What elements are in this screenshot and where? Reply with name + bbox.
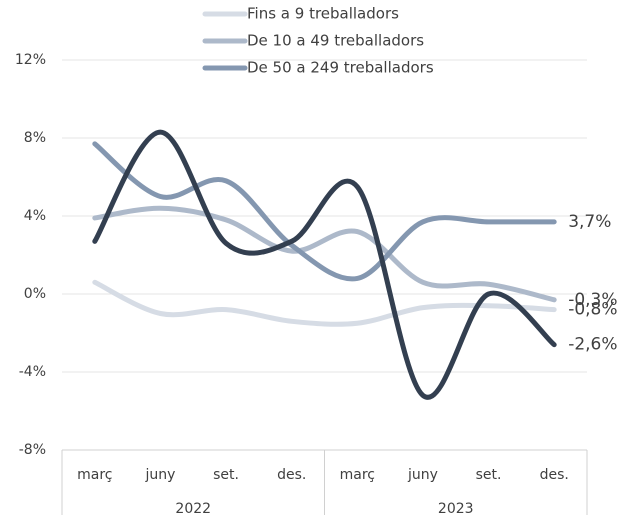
x-tick-label: març (77, 467, 112, 483)
x-tick-label: des. (540, 467, 569, 483)
y-tick-label: -4% (19, 364, 46, 380)
x-tick-label: set. (476, 467, 502, 483)
x-tick-label: set. (213, 467, 239, 483)
value-label: -0,8% (568, 300, 617, 320)
y-tick-label: 4% (24, 208, 46, 224)
series-line (92, 141, 557, 282)
y-tick-label: 12% (15, 52, 46, 68)
group-label: 2022 (175, 501, 211, 515)
x-tick-label: juny (407, 467, 438, 483)
group-label: 2023 (438, 501, 474, 515)
x-tick-label: des. (277, 467, 306, 483)
y-tick-label: 0% (24, 286, 46, 302)
value-label: -2,6% (568, 335, 617, 355)
series-line (92, 279, 557, 327)
series-line (92, 205, 557, 303)
value-label: 3,7% (568, 212, 611, 232)
x-tick-label: març (340, 467, 375, 483)
legend-label: De 50 a 249 treballadors (247, 59, 434, 77)
x-tick-label: juny (144, 467, 175, 483)
y-tick-label: 8% (24, 130, 46, 146)
value-label: -0,3% (568, 290, 617, 310)
series-line (92, 129, 557, 400)
legend-label: De 10 a 49 treballadors (247, 32, 424, 50)
legend-label: Fins a 9 treballadors (247, 5, 399, 23)
y-tick-label: -8% (19, 442, 46, 458)
